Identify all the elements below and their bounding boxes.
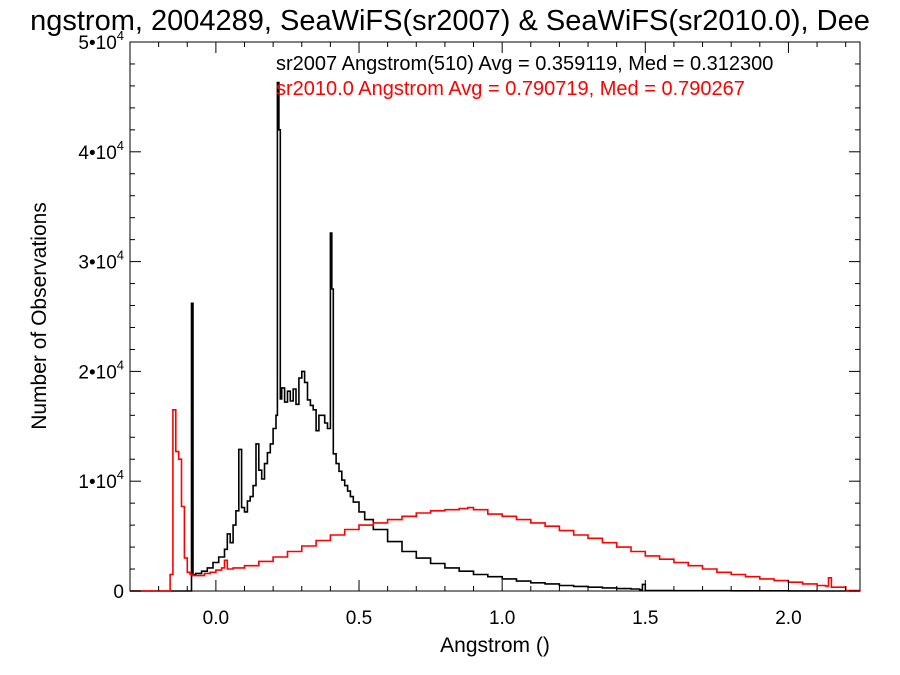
- y-tick-label: 1•104: [78, 467, 124, 493]
- chart-title: ngstrom, 2004289, SeaWiFS(sr2007) & SeaW…: [30, 5, 870, 37]
- y-axis-label: Number of Observations: [28, 202, 51, 430]
- y-tick-label: 5•104: [78, 28, 124, 54]
- y-tick-label: 0: [113, 582, 124, 603]
- x-tick-label: 1.5: [632, 608, 658, 629]
- histogram-series-1: [130, 409, 861, 592]
- y-tick-label: 3•104: [78, 248, 124, 274]
- plot-frame: [129, 41, 861, 592]
- y-tick-labels: 0 1•104 2•104 3•104 4•104 5•104: [78, 28, 124, 603]
- x-tick-label: 0.0: [203, 608, 229, 629]
- x-tick-label: 2.0: [775, 608, 801, 629]
- annotation-sr2010: sr2010.0 Angstrom Avg = 0.790719, Med = …: [276, 78, 745, 100]
- x-tick-label: 1.0: [489, 608, 515, 629]
- y-tick-label: 4•104: [78, 138, 124, 164]
- x-tick-label: 0.5: [346, 608, 372, 629]
- tick-layer: [130, 41, 860, 592]
- x-tick-labels: 0.0 0.5 1.0 1.5 2.0: [203, 608, 802, 629]
- annotation-sr2007: sr2007 Angstrom(510) Avg = 0.359119, Med…: [276, 53, 773, 75]
- x-axis-label: Angstrom (): [440, 634, 550, 657]
- histogram-series-0: [130, 81, 860, 592]
- series-layer: [130, 81, 861, 592]
- y-tick-label: 2•104: [78, 357, 124, 383]
